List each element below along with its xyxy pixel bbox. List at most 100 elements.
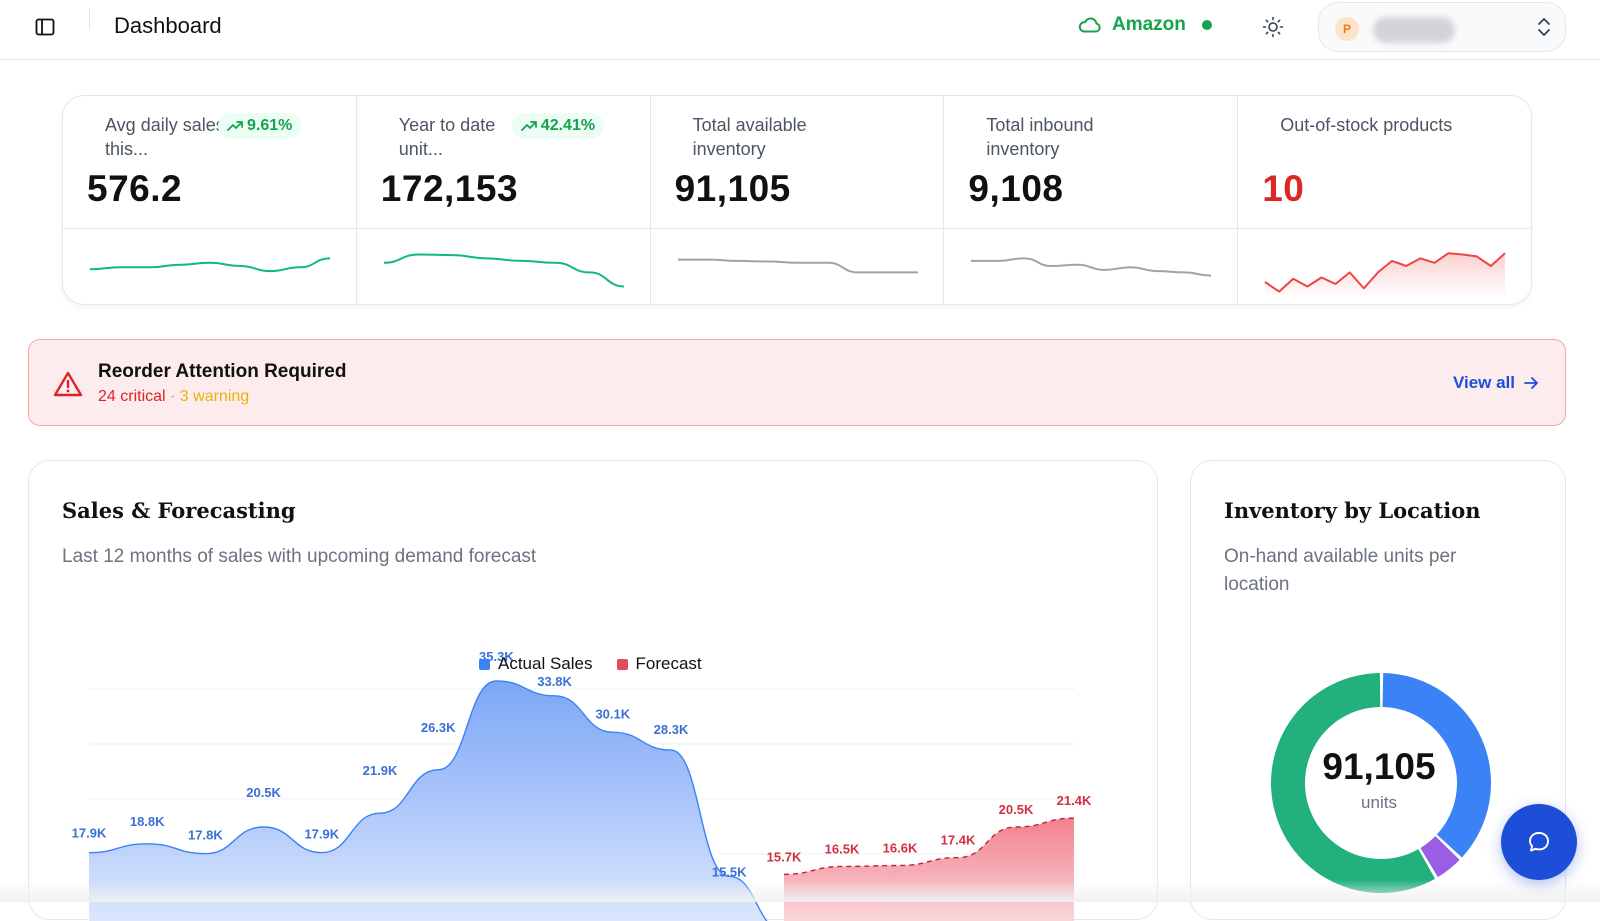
sales-forecasting-card: Sales & Forecasting Last 12 months of sa… (28, 460, 1158, 921)
trend-badge-value: 42.41% (540, 117, 596, 134)
forecast-data-label: 17.4K (941, 833, 976, 848)
stat-label: Year to date unit... (398, 115, 496, 159)
stat-label: Avg daily sales this... (105, 115, 225, 159)
sparkline-line (383, 253, 624, 288)
trend-badge-value: 9.61% (247, 117, 293, 134)
platform-name: Amazon (1112, 14, 1186, 35)
actual-sales-area (89, 681, 767, 921)
stat-ytd-units[interactable]: Year to date unit... 42.41% 172,153 (356, 96, 651, 304)
stat-divider (356, 228, 650, 229)
chevron-up-down-icon (1538, 18, 1550, 36)
count-separator: · (165, 388, 180, 405)
chart-legend: Actual Sales Forecast (479, 654, 702, 674)
forecast-area (784, 818, 1074, 921)
actual-data-label: 15.5K (712, 864, 747, 879)
stat-avg-daily-sales[interactable]: Avg daily sales this... 9.61% 576.2 (63, 96, 357, 304)
stat-label: Out-of-stock products (1280, 115, 1453, 135)
bottom-fade (0, 880, 1600, 902)
forecast-data-label: 15.7K (767, 849, 802, 864)
card-subtitle: Last 12 months of sales with upcoming de… (62, 546, 537, 567)
legend-item-forecast[interactable]: Forecast (616, 654, 702, 674)
sparkline (677, 258, 918, 274)
legend-label: Actual Sales (498, 654, 593, 673)
legend-swatch (616, 658, 628, 670)
donut-slice (1420, 836, 1460, 878)
chat-bubble-icon (1529, 832, 1549, 852)
account-avatar: P (1335, 17, 1359, 41)
actual-data-label: 20.5K (246, 785, 281, 800)
account-name-redacted (1373, 17, 1455, 43)
sparkline (1264, 252, 1506, 298)
theme-toggle-sun-icon[interactable] (1260, 14, 1286, 40)
stat-out-of-stock-products[interactable]: Out-of-stock products 10 (1238, 96, 1531, 304)
page-title: Dashboard (114, 13, 222, 38)
trend-up-icon (520, 121, 537, 131)
reorder-alert-banner: Reorder Attention Required 24 critical ·… (28, 339, 1566, 426)
inventory-donut-chart (1271, 673, 1491, 893)
card-title: Inventory by Location (1224, 498, 1481, 523)
actual-data-label: 17.9K (304, 827, 339, 842)
alert-counts: 24 critical · 3 warning (98, 388, 249, 406)
platform-selector[interactable]: Amazon (1078, 14, 1212, 36)
legend-item-actual[interactable]: Actual Sales (479, 654, 593, 674)
stat-divider (63, 228, 356, 229)
forecast-data-label: 16.6K (883, 840, 918, 855)
sparkline (89, 257, 331, 273)
account-switcher[interactable]: P (1318, 2, 1566, 52)
arrow-right-icon (1524, 377, 1538, 389)
actual-data-label: 17.8K (188, 828, 223, 843)
view-all-label: View all (1452, 373, 1515, 392)
forecast-data-label: 21.4K (1057, 793, 1092, 808)
actual-sales-line (88, 680, 768, 921)
kpi-stats-row: Avg daily sales this... 9.61% 576.2 Year… (62, 95, 1532, 305)
legend-swatch (479, 658, 490, 670)
sidebar-toggle-icon[interactable] (32, 14, 58, 40)
header-divider (89, 8, 90, 30)
donut-slice (1382, 673, 1491, 858)
forecast-data-label: 16.5K (825, 841, 860, 856)
trend-badge: 9.61% (218, 113, 302, 139)
sparkline (383, 253, 624, 288)
stat-total-inbound-inventory[interactable]: Total inbound inventory 9,108 (944, 96, 1239, 304)
stat-divider (1238, 228, 1531, 229)
sparkline-line (1264, 252, 1506, 293)
sparkline-line (971, 257, 1212, 277)
sparkline-line (89, 257, 331, 273)
warning-triangle-icon (53, 371, 83, 397)
donut-total-unit: units (1361, 793, 1397, 812)
stat-value: 9,108 (968, 168, 1064, 209)
connected-status-dot (1201, 20, 1212, 30)
donut-slice (1271, 673, 1436, 893)
stat-divider (944, 228, 1238, 229)
stat-value: 91,105 (674, 168, 791, 209)
trend-badge: 42.41% (511, 113, 605, 139)
donut-total-value: 91,105 (1322, 746, 1436, 787)
forecast-data-label: 20.5K (999, 802, 1034, 817)
card-title: Sales & Forecasting (62, 498, 296, 523)
actual-data-label: 26.3K (421, 720, 456, 735)
stat-divider (650, 228, 944, 229)
alert-title: Reorder Attention Required (98, 361, 347, 382)
chat-button[interactable] (1501, 804, 1577, 880)
sparkline-area (1265, 253, 1506, 298)
stat-label: Total inbound inventory (986, 115, 1094, 159)
stat-value: 576.2 (87, 168, 183, 209)
view-all-link[interactable]: View all (1453, 373, 1539, 393)
actual-data-label: 18.8K (130, 814, 165, 829)
sales-forecast-chart: 17.9K18.8K17.8K20.5K17.9K21.9K26.3K35.3K… (72, 649, 1092, 921)
warning-count: 3 warning (179, 388, 250, 405)
stat-value: 172,153 (380, 168, 519, 209)
actual-data-label: 30.1K (595, 706, 630, 721)
stat-label: Total available inventory (692, 115, 807, 159)
inventory-by-location-card: Inventory by Location On-hand available … (1190, 460, 1566, 920)
card-subtitle: On-hand available units per location (1224, 546, 1457, 595)
legend-label: Forecast (635, 654, 702, 673)
stat-total-available-inventory[interactable]: Total available inventory 91,105 (650, 96, 945, 304)
sparkline-line (677, 258, 918, 274)
sparkline (971, 257, 1212, 277)
critical-count: 24 critical (98, 388, 166, 405)
actual-data-label: 21.9K (363, 763, 398, 778)
top-bar: Dashboard Amazon P (0, 0, 1600, 60)
trend-up-icon (227, 121, 243, 131)
cloud-icon (1078, 17, 1101, 33)
